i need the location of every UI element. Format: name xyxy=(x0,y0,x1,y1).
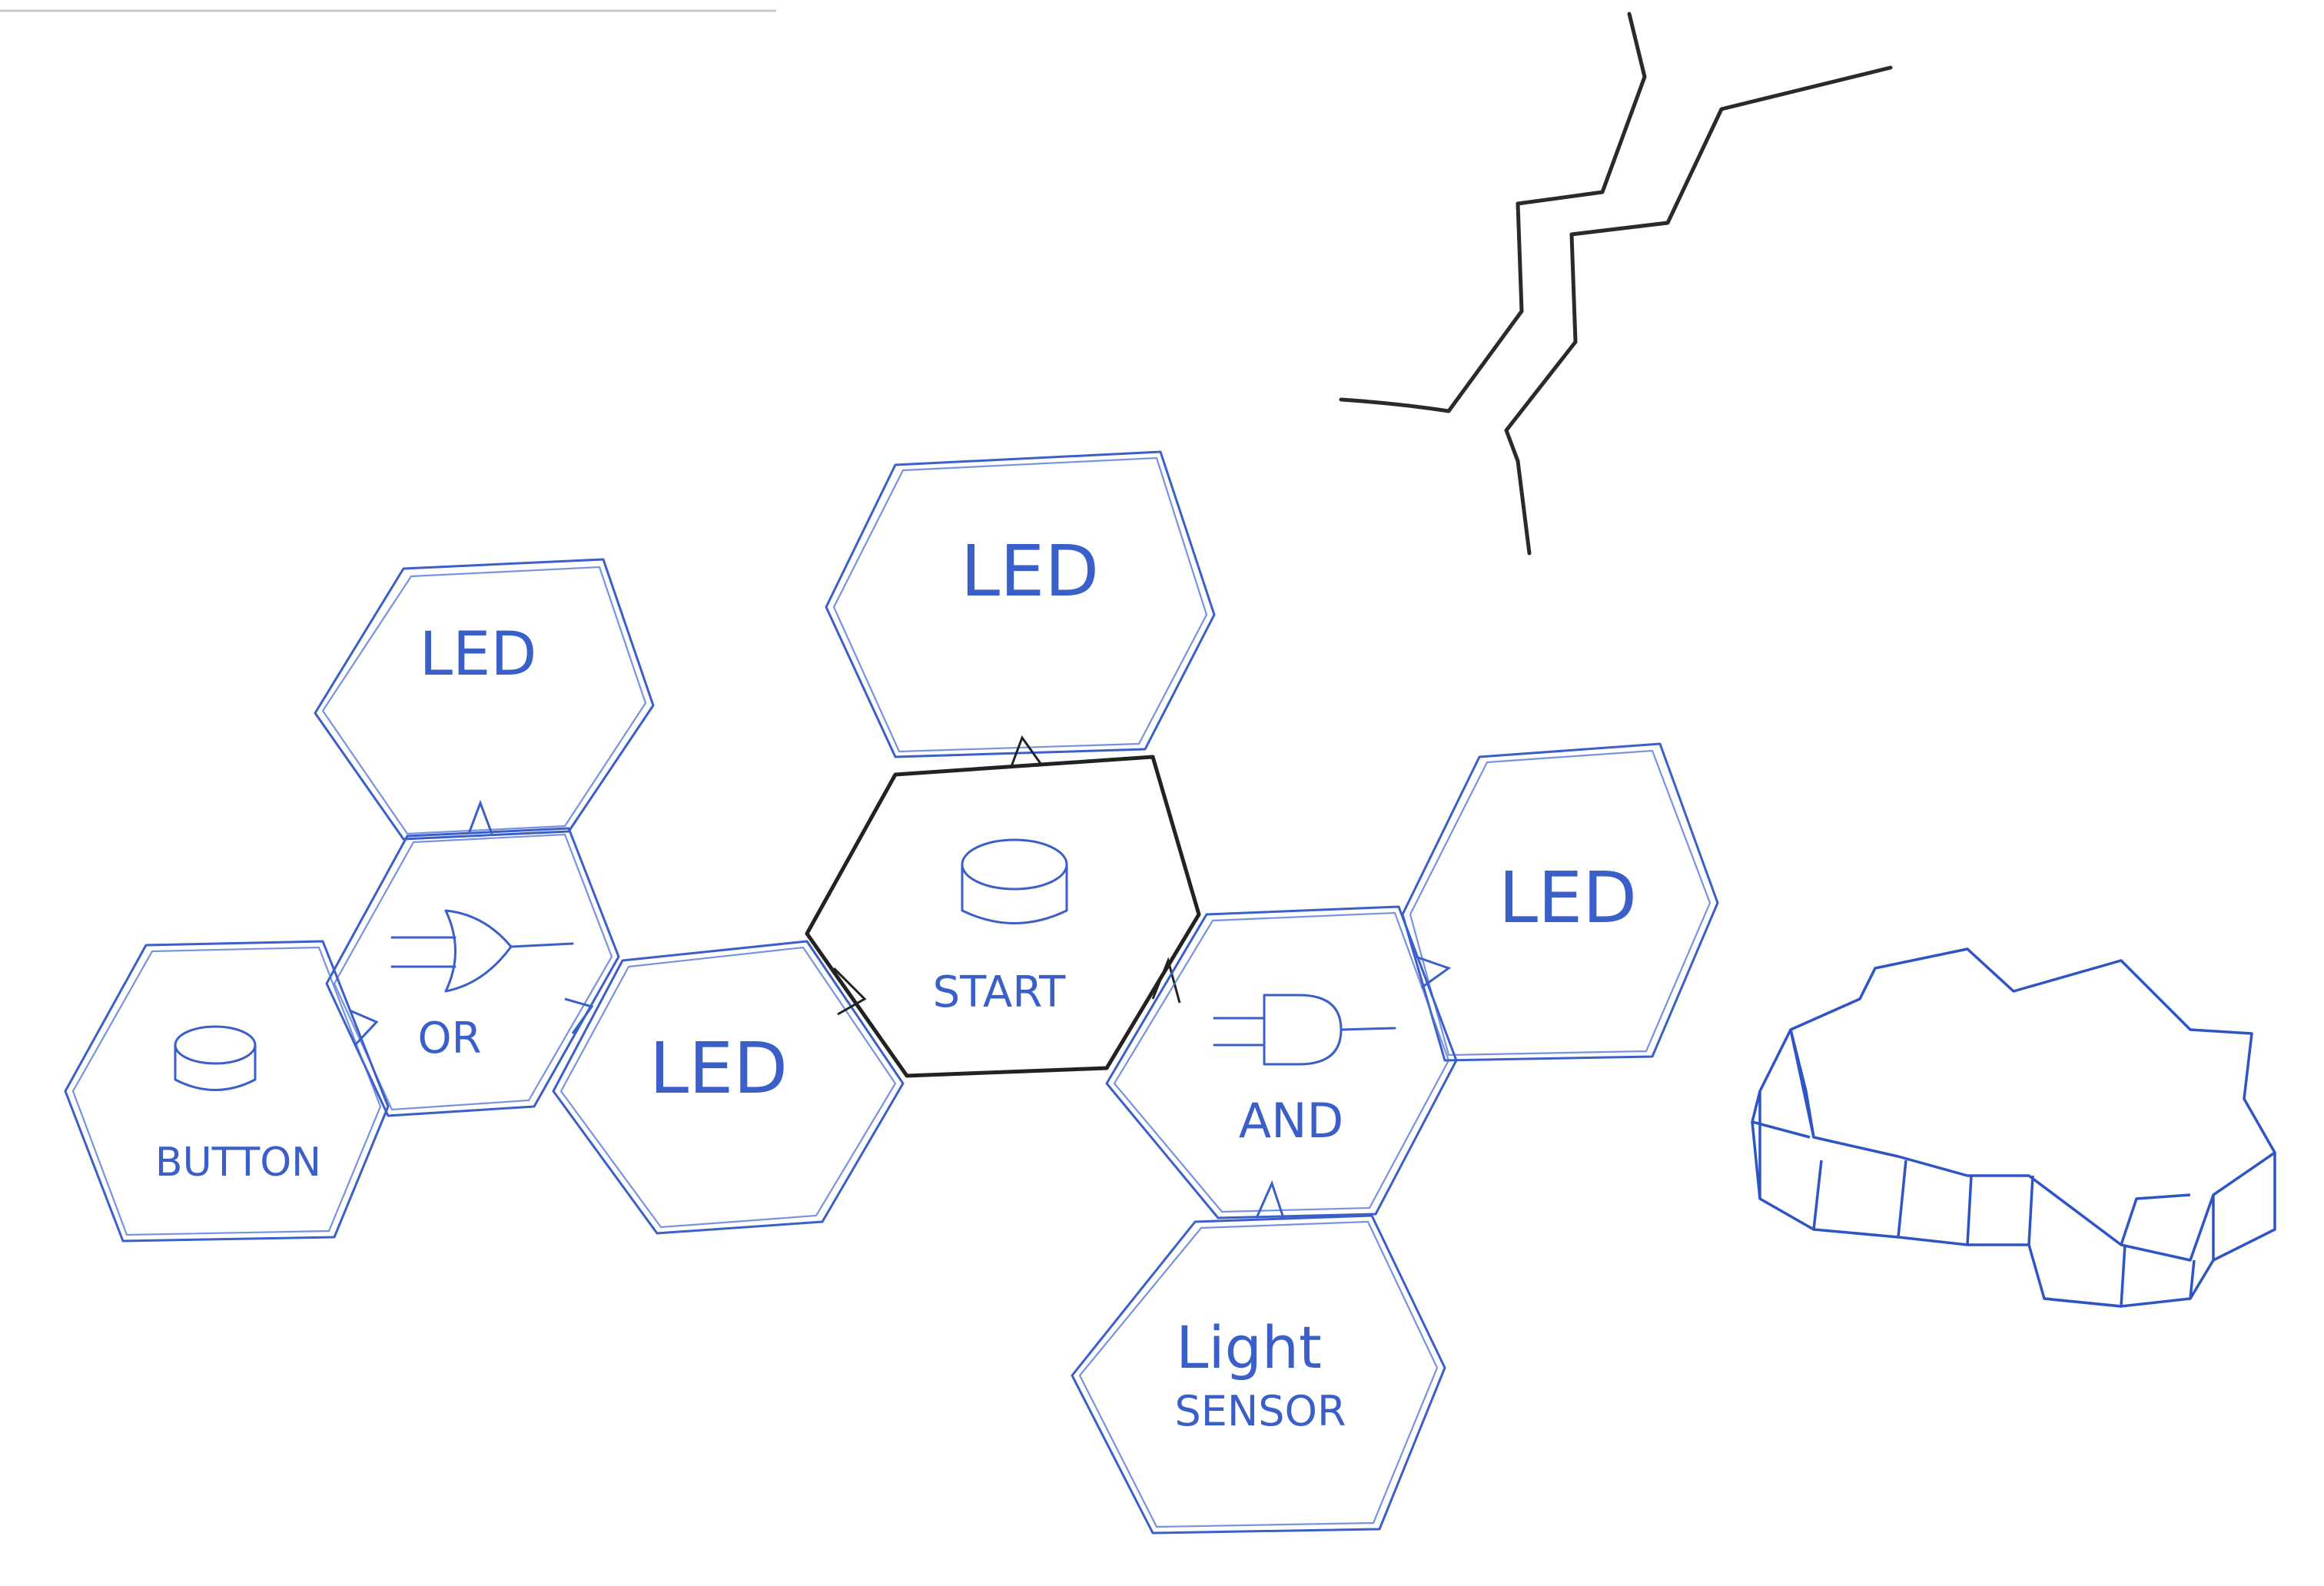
and-gate-tile: AND xyxy=(1105,905,1458,1219)
led-tile-middle: LED xyxy=(552,940,905,1235)
or-gate-label: OR xyxy=(418,1014,482,1063)
start-tile[interactable]: START xyxy=(805,735,1201,1078)
led-top-center-label: LED xyxy=(961,530,1099,612)
connector-notch xyxy=(564,997,594,1034)
led-tile-right: LED xyxy=(1401,742,1719,1062)
button-label: BUTTON xyxy=(155,1140,321,1186)
led-right-label: LED xyxy=(1499,857,1637,939)
led-top-left-label: LED xyxy=(420,620,537,689)
led-tile-top-center: LED xyxy=(825,450,1216,758)
light-sensor-label-line2: SENSOR xyxy=(1174,1387,1346,1435)
connector-notch xyxy=(349,1009,379,1047)
connector-notch xyxy=(1415,955,1452,989)
connector-notch xyxy=(467,799,493,834)
button-icon xyxy=(174,1025,257,1091)
led-middle-label: LED xyxy=(649,1027,788,1110)
crack-icon xyxy=(1339,12,1893,556)
or-gate-tile: OR xyxy=(325,827,620,1117)
light-sensor-tile: Light SENSOR xyxy=(1071,1214,1446,1535)
light-sensor-label-line1: Light xyxy=(1176,1313,1322,1382)
and-gate-icon xyxy=(1213,994,1396,1066)
or-gate-icon xyxy=(390,909,574,993)
button-tile: BUTTON xyxy=(64,940,390,1243)
start-button-icon xyxy=(961,838,1068,924)
assembled-tile-icon xyxy=(1751,947,2276,1308)
and-gate-label: AND xyxy=(1239,1093,1344,1149)
start-label: START xyxy=(933,967,1067,1017)
led-tile-top-left: LED xyxy=(314,558,655,841)
